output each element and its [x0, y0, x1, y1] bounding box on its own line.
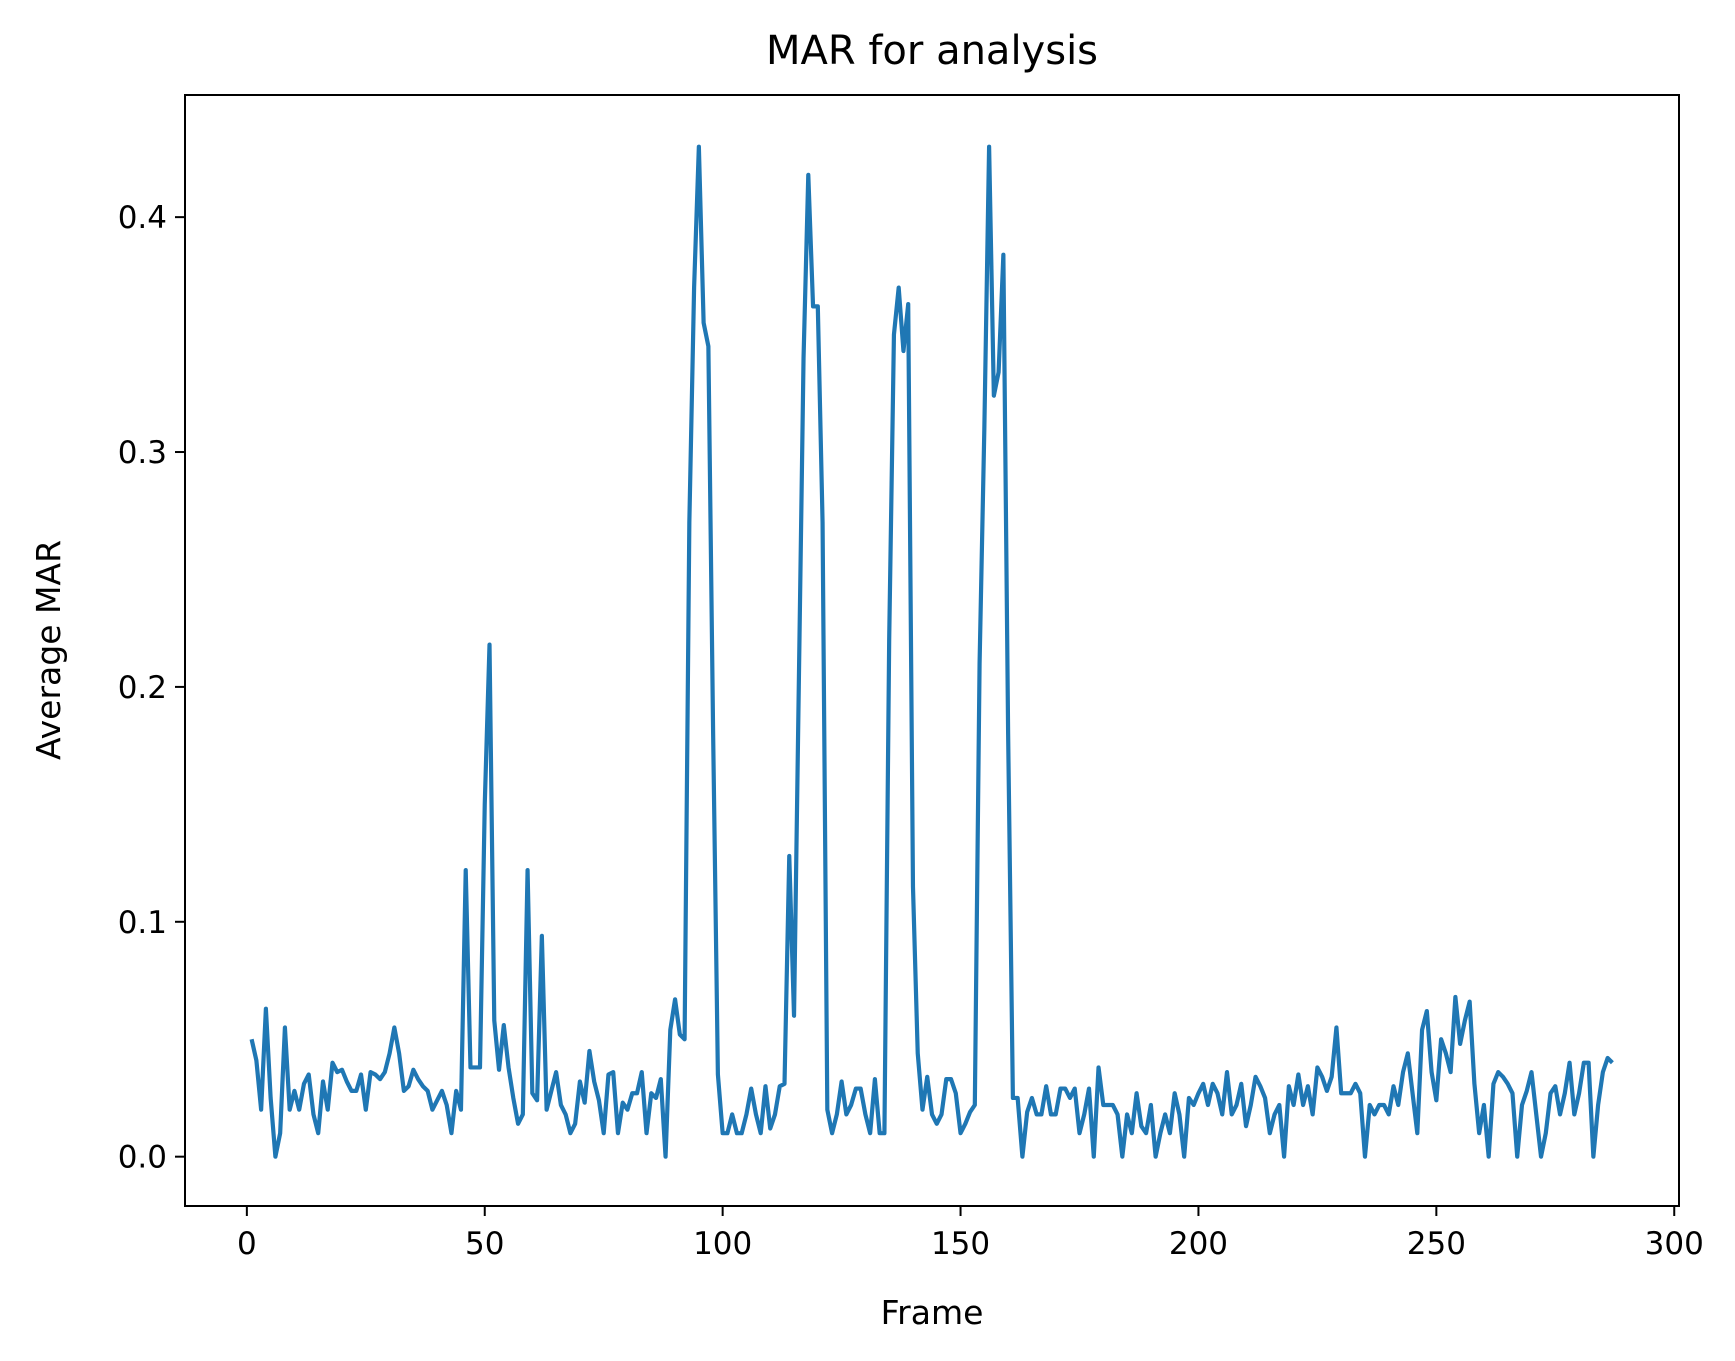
x-tick-label: 200	[1169, 1226, 1228, 1262]
x-tick-label: 100	[693, 1226, 752, 1262]
axes-frame	[184, 94, 1680, 1207]
y-tick-label: 0.0	[118, 1140, 167, 1176]
y-tick-label: 0.2	[118, 670, 167, 706]
y-tick-label: 0.3	[118, 435, 167, 471]
x-tick-label: 0	[237, 1226, 257, 1262]
x-tick-label: 250	[1407, 1226, 1466, 1262]
y-tick-label: 0.1	[118, 905, 167, 941]
x-tick-label: 150	[931, 1226, 990, 1262]
plot-area	[249, 144, 1614, 1159]
chart-title: MAR for analysis	[766, 28, 1098, 74]
x-axis-label: Frame	[881, 1293, 984, 1332]
y-tick-label: 0.4	[118, 200, 167, 236]
y-axis-label: Average MAR	[29, 540, 68, 760]
y-axis: 0.0 0.1 0.2 0.3 0.4	[118, 200, 185, 1176]
series-line-average-mar	[249, 144, 1614, 1159]
x-tick-label: 300	[1645, 1226, 1704, 1262]
x-axis: 0 50 100 150 200 250 300	[237, 1206, 1704, 1262]
x-tick-label: 50	[465, 1226, 504, 1262]
